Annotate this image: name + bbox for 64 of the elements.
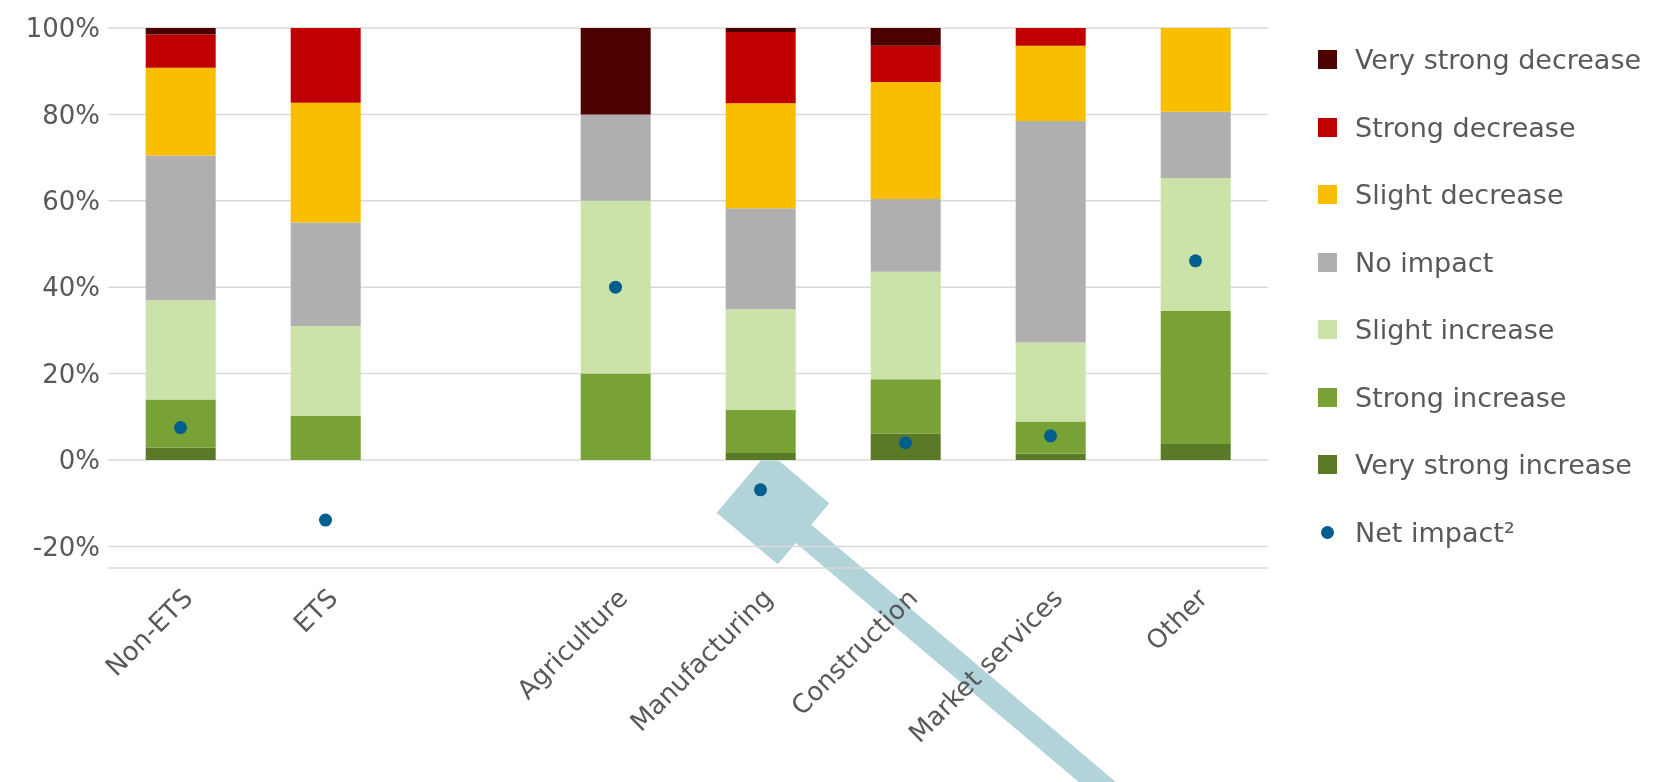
bar xyxy=(145,155,216,301)
bar xyxy=(290,102,361,223)
bar xyxy=(870,45,941,82)
bar xyxy=(870,379,941,434)
bar xyxy=(1160,28,1231,112)
bar xyxy=(1160,111,1231,178)
point xyxy=(174,421,187,435)
bar xyxy=(725,31,796,104)
bar xyxy=(1015,342,1086,422)
bar xyxy=(290,28,361,103)
bar xyxy=(1015,28,1086,46)
bar xyxy=(1015,45,1086,121)
bar xyxy=(1160,177,1231,311)
y-tick-label: 100% xyxy=(25,13,100,44)
bar xyxy=(580,114,651,201)
point xyxy=(899,436,912,450)
bar xyxy=(1015,421,1086,454)
bar xyxy=(725,28,796,32)
bar xyxy=(145,300,216,400)
bar xyxy=(870,82,941,200)
bar xyxy=(145,34,216,68)
bar xyxy=(145,399,216,448)
y-tick-label: 80% xyxy=(42,99,100,130)
bar xyxy=(580,28,651,115)
x-tick-label: ETS xyxy=(287,582,344,639)
bar xyxy=(725,409,796,454)
bar xyxy=(870,199,941,272)
point xyxy=(754,483,767,497)
bar xyxy=(580,200,651,374)
bar xyxy=(870,28,941,46)
bar xyxy=(725,309,796,410)
bar xyxy=(725,453,796,460)
y-tick-label: 0% xyxy=(58,445,100,476)
bar xyxy=(145,447,216,460)
bar xyxy=(1015,120,1086,343)
legend-label: Net impact² xyxy=(1355,516,1515,548)
point xyxy=(609,280,622,294)
y-tick-label: 40% xyxy=(42,272,100,303)
y-tick-label: 20% xyxy=(42,358,100,389)
point xyxy=(1189,254,1202,268)
bar xyxy=(145,67,216,156)
point xyxy=(319,513,332,527)
bar xyxy=(290,326,361,416)
bar xyxy=(725,103,796,209)
bar xyxy=(725,208,796,310)
bar xyxy=(1160,310,1231,445)
y-tick-label: -20% xyxy=(32,531,100,562)
bar xyxy=(290,415,361,460)
legend-label: Slight decrease xyxy=(1355,179,1564,211)
bar xyxy=(1160,444,1231,460)
point xyxy=(1044,429,1057,443)
y-tick-label: 60% xyxy=(42,186,100,217)
legend-label: Strong decrease xyxy=(1355,111,1576,143)
legend-label: Strong increase xyxy=(1355,381,1567,413)
legend-label: No impact xyxy=(1355,246,1494,278)
bar xyxy=(145,28,216,35)
legend-label: Very strong increase xyxy=(1355,449,1632,481)
bar xyxy=(870,271,941,380)
bar xyxy=(580,373,651,460)
bar xyxy=(290,222,361,327)
bar xyxy=(1015,453,1086,460)
legend-label: Very strong decrease xyxy=(1355,44,1642,76)
legend-label: Slight increase xyxy=(1355,314,1555,346)
bar xyxy=(870,433,941,460)
